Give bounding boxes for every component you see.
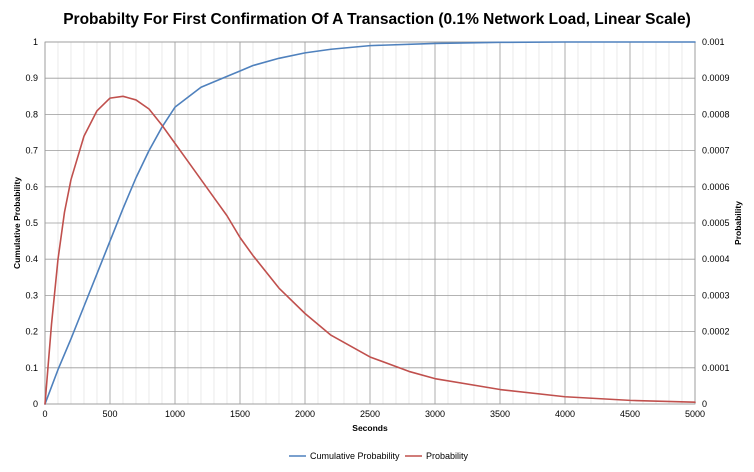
x-tick-label: 4000 xyxy=(555,409,575,419)
legend: Cumulative Probability Probability xyxy=(289,451,469,461)
y-left-axis-label: Cumulative Probability xyxy=(12,177,22,269)
y-right-tick-label: 0.0008 xyxy=(702,109,730,119)
y-left-tick-label: 0.7 xyxy=(25,146,38,156)
y-right-tick-label: 0.0007 xyxy=(702,146,730,156)
y-right-tick-label: 0.0001 xyxy=(702,363,730,373)
x-tick-label: 3000 xyxy=(425,409,445,419)
x-tick-label: 3500 xyxy=(490,409,510,419)
y-left-tick-label: 0.4 xyxy=(25,254,38,264)
x-tick-label: 1000 xyxy=(165,409,185,419)
y-right-axis-label: Probability xyxy=(733,201,743,245)
y-left-tick-labels: 0 0.1 0.2 0.3 0.4 0.5 0.6 0.7 0.8 0.9 1 xyxy=(25,37,38,409)
y-right-tick-label: 0.0009 xyxy=(702,73,730,83)
chart-title: Probabilty For First Confirmation Of A T… xyxy=(63,11,691,28)
y-left-tick-label: 0.6 xyxy=(25,182,38,192)
y-right-tick-label: 0.0003 xyxy=(702,290,730,300)
y-left-tick-label: 1 xyxy=(33,37,38,47)
y-right-tick-label: 0 xyxy=(702,399,707,409)
plot-area-border xyxy=(44,41,696,405)
x-tick-label: 2000 xyxy=(295,409,315,419)
x-tick-label: 1500 xyxy=(230,409,250,419)
x-tick-label: 5000 xyxy=(685,409,705,419)
x-tick-label: 0 xyxy=(42,409,47,419)
y-right-tick-label: 0.001 xyxy=(702,37,725,47)
y-left-tick-label: 0 xyxy=(33,399,38,409)
x-tick-label: 2500 xyxy=(360,409,380,419)
x-axis-label: Seconds xyxy=(352,423,388,433)
series-lines xyxy=(44,41,696,405)
x-tick-labels: 0 500 1000 1500 2000 2500 3000 3500 4000 4500 5000 xyxy=(42,409,705,419)
x-tick-label: 500 xyxy=(102,409,117,419)
x-tick-label: 4500 xyxy=(620,409,640,419)
y-right-tick-label: 0.0002 xyxy=(702,327,730,337)
y-left-tick-label: 0.5 xyxy=(25,218,38,228)
legend-label-probability: Probability xyxy=(426,451,469,461)
y-left-tick-label: 0.9 xyxy=(25,73,38,83)
y-left-tick-label: 0.8 xyxy=(25,109,38,119)
y-right-tick-label: 0.0006 xyxy=(702,182,730,192)
y-left-tick-label: 0.3 xyxy=(25,290,38,300)
y-right-tick-label: 0.0004 xyxy=(702,254,730,264)
series-line-probability xyxy=(44,95,696,405)
y-left-tick-label: 0.1 xyxy=(25,363,38,373)
y-left-tick-label: 0.2 xyxy=(25,327,38,337)
grid xyxy=(44,41,696,405)
y-right-tick-labels: 0 0.0001 0.0002 0.0003 0.0004 0.0005 0.0006 0.0… xyxy=(702,37,730,409)
y-right-tick-label: 0.0005 xyxy=(702,218,730,228)
legend-label-cumulative: Cumulative Probability xyxy=(310,451,400,461)
series-line-cumulative-probability xyxy=(44,41,696,405)
